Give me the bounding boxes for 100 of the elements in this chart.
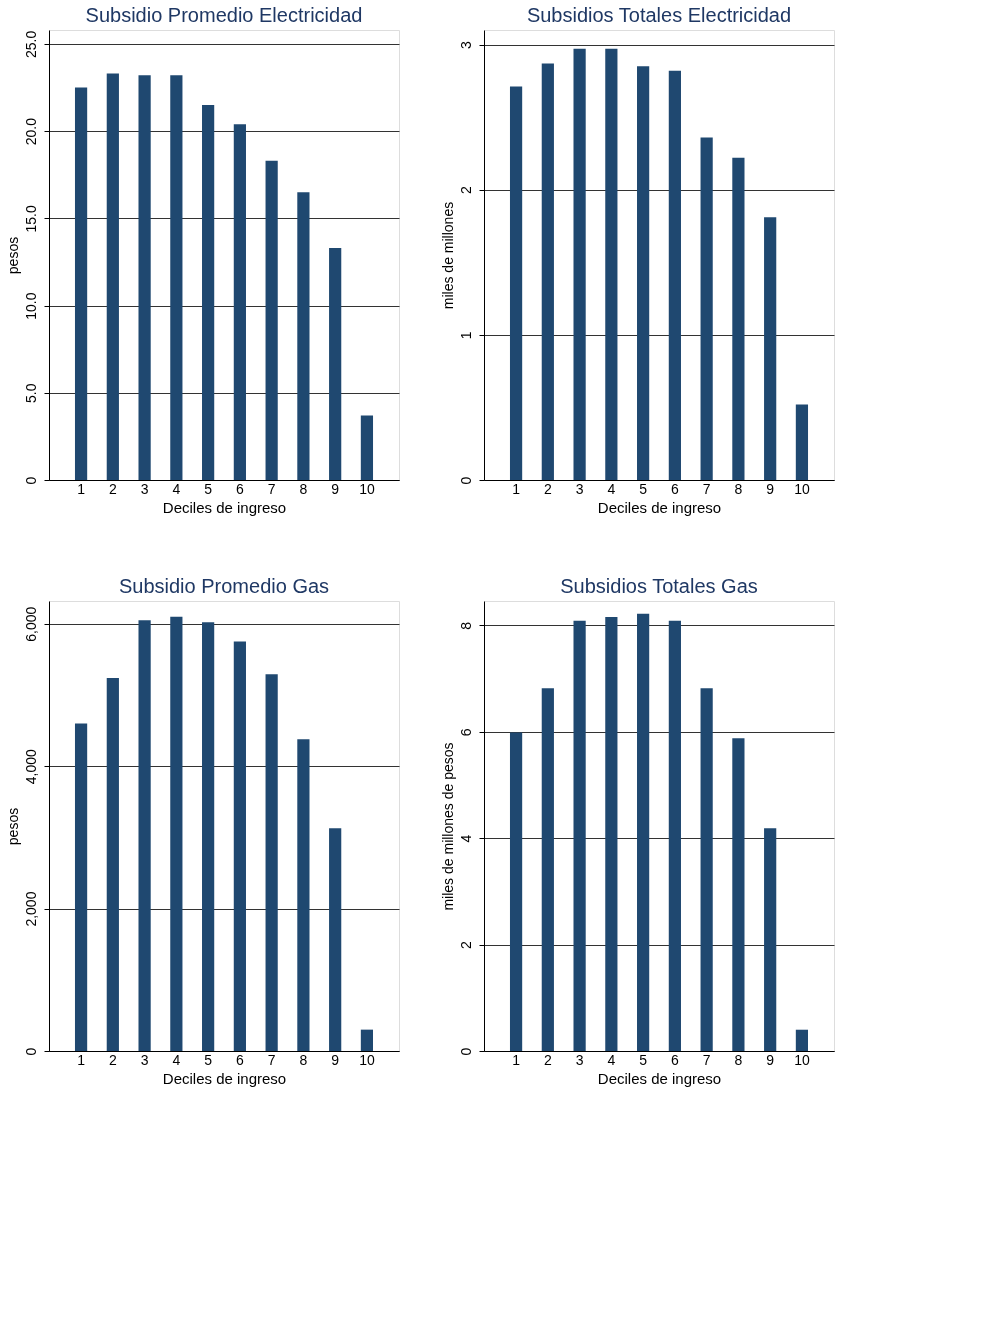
y-tick-label: 0 bbox=[22, 1047, 39, 1056]
bar bbox=[297, 739, 310, 1051]
x-tick-label: 7 bbox=[267, 1051, 276, 1068]
x-tick-label: 4 bbox=[172, 1051, 181, 1068]
bar bbox=[668, 70, 681, 480]
x-tick-label: 6 bbox=[235, 1051, 244, 1068]
y-axis-title: pesos bbox=[4, 807, 21, 846]
x-tick-label: 5 bbox=[204, 480, 213, 497]
y-tick-label: 4 bbox=[457, 834, 474, 843]
x-tick-label: 6 bbox=[235, 480, 244, 497]
x-tick-label: 10 bbox=[359, 480, 375, 497]
y-tick-label: 0 bbox=[457, 1047, 474, 1056]
chart-title: Subsidios Totales Electricidad bbox=[526, 4, 792, 26]
bar bbox=[329, 828, 342, 1051]
bar bbox=[795, 404, 809, 480]
chart-title: Subsidio Promedio Gas bbox=[118, 575, 330, 597]
chart-title: Subsidio Promedio Electricidad bbox=[85, 4, 363, 26]
x-axis-title: Deciles de ingreso bbox=[162, 1069, 287, 1087]
bar bbox=[541, 688, 554, 1051]
bar bbox=[795, 1029, 809, 1051]
bar bbox=[360, 415, 374, 480]
x-tick-label: 8 bbox=[299, 480, 308, 497]
x-tick-label: 10 bbox=[794, 480, 810, 497]
y-tick-label: 2,000 bbox=[22, 891, 39, 927]
bar bbox=[202, 622, 215, 1051]
bar bbox=[700, 137, 713, 480]
bar bbox=[668, 620, 681, 1051]
y-tick-label: 20.0 bbox=[22, 117, 39, 146]
bar bbox=[202, 105, 215, 480]
y-tick-label: 25.0 bbox=[22, 30, 39, 59]
bar bbox=[509, 732, 523, 1051]
x-tick-label: 6 bbox=[670, 1051, 679, 1068]
x-tick-label: 8 bbox=[734, 1051, 743, 1068]
bar bbox=[764, 217, 777, 480]
x-tick-label: 7 bbox=[702, 1051, 711, 1068]
x-tick-label: 1 bbox=[77, 480, 86, 497]
y-axis-title: miles de millones bbox=[439, 201, 456, 310]
x-tick-label: 3 bbox=[140, 480, 149, 497]
bar bbox=[732, 157, 745, 480]
bar bbox=[637, 613, 650, 1051]
x-tick-label: 5 bbox=[639, 1051, 648, 1068]
x-tick-label: 1 bbox=[77, 1051, 86, 1068]
x-tick-label: 9 bbox=[766, 1051, 775, 1068]
x-tick-label: 2 bbox=[543, 1051, 552, 1068]
bar bbox=[605, 48, 618, 480]
y-tick-label: 6 bbox=[457, 728, 474, 737]
bar bbox=[233, 124, 246, 480]
bar bbox=[637, 66, 650, 480]
x-tick-label: 6 bbox=[670, 480, 679, 497]
y-tick-label: 6,000 bbox=[22, 606, 39, 642]
bar bbox=[233, 641, 246, 1051]
bar bbox=[74, 87, 88, 480]
x-tick-label: 9 bbox=[331, 1051, 340, 1068]
y-tick-label: 0 bbox=[457, 476, 474, 485]
bar bbox=[138, 75, 151, 480]
x-tick-label: 3 bbox=[575, 1051, 584, 1068]
x-axis-title: Deciles de ingreso bbox=[597, 498, 722, 516]
x-tick-label: 10 bbox=[794, 1051, 810, 1068]
bar bbox=[360, 1029, 374, 1051]
chart-title: Subsidios Totales Gas bbox=[560, 575, 758, 597]
y-axis-title: pesos bbox=[4, 236, 21, 275]
bar bbox=[605, 616, 618, 1051]
x-axis-title: Deciles de ingreso bbox=[597, 1069, 722, 1087]
bar bbox=[573, 620, 586, 1051]
bar bbox=[732, 738, 745, 1051]
bar bbox=[329, 248, 342, 480]
bar bbox=[170, 616, 183, 1051]
y-tick-label: 2 bbox=[457, 186, 474, 195]
x-tick-label: 8 bbox=[734, 480, 743, 497]
x-tick-label: 9 bbox=[331, 480, 340, 497]
bar bbox=[265, 160, 278, 480]
x-tick-label: 2 bbox=[543, 480, 552, 497]
x-tick-label: 1 bbox=[512, 1051, 521, 1068]
x-tick-label: 7 bbox=[267, 480, 276, 497]
x-tick-label: 5 bbox=[204, 1051, 213, 1068]
y-tick-label: 0 bbox=[22, 476, 39, 485]
y-tick-label: 1 bbox=[457, 331, 474, 340]
y-tick-label: 2 bbox=[457, 941, 474, 950]
x-tick-label: 4 bbox=[172, 480, 181, 497]
x-tick-label: 4 bbox=[607, 1051, 616, 1068]
x-tick-label: 1 bbox=[512, 480, 521, 497]
y-tick-label: 10.0 bbox=[22, 292, 39, 320]
bar bbox=[573, 48, 586, 480]
bar bbox=[138, 620, 151, 1051]
x-tick-label: 5 bbox=[639, 480, 648, 497]
x-tick-label: 9 bbox=[766, 480, 775, 497]
x-tick-label: 2 bbox=[108, 480, 117, 497]
x-tick-label: 3 bbox=[140, 1051, 149, 1068]
y-tick-label: 3 bbox=[457, 40, 474, 49]
bar bbox=[106, 677, 119, 1051]
bar bbox=[74, 723, 88, 1051]
x-tick-label: 2 bbox=[108, 1051, 117, 1068]
x-tick-label: 7 bbox=[702, 480, 711, 497]
y-tick-label: 8 bbox=[457, 621, 474, 630]
x-tick-label: 3 bbox=[575, 480, 584, 497]
y-tick-label: 15.0 bbox=[22, 205, 39, 233]
bar bbox=[170, 75, 183, 480]
x-tick-label: 10 bbox=[359, 1051, 375, 1068]
y-tick-label: 5.0 bbox=[22, 383, 39, 404]
y-axis-title: miles de millones de pesos bbox=[439, 742, 456, 911]
